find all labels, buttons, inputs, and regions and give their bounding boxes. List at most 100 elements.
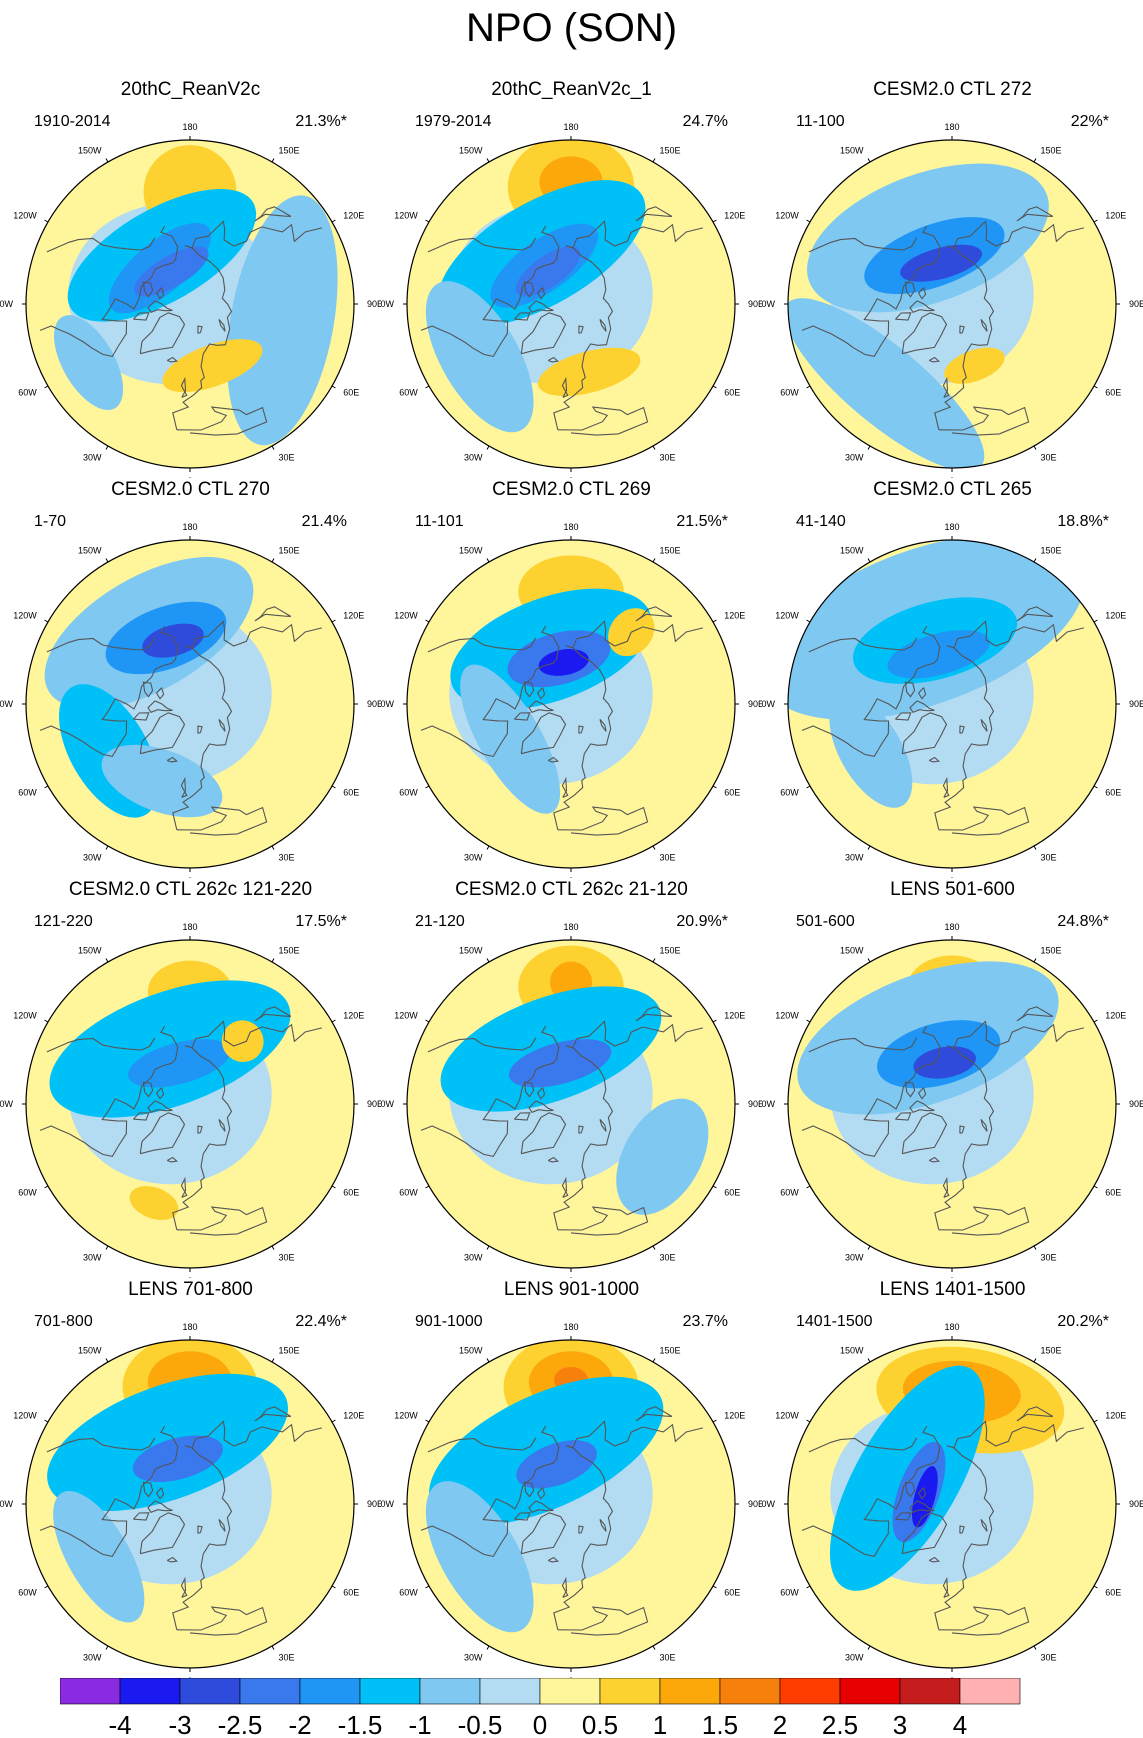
lon-label: 150E bbox=[279, 146, 300, 156]
coastline bbox=[536, 1487, 546, 1500]
colorbar-label: 1.5 bbox=[702, 1710, 738, 1738]
coastline bbox=[166, 1156, 179, 1163]
lon-tick bbox=[105, 158, 109, 163]
lon-label: 150W bbox=[459, 146, 483, 156]
map-field bbox=[788, 540, 1116, 868]
coastline bbox=[132, 712, 150, 721]
coastline bbox=[166, 756, 179, 763]
coastline bbox=[39, 1435, 179, 1558]
lon-tick bbox=[1093, 1419, 1098, 1423]
negative-anomaly bbox=[538, 649, 589, 676]
lon-tick bbox=[425, 219, 430, 223]
panel-period: 21-120 bbox=[415, 913, 465, 930]
lon-tick bbox=[712, 1585, 717, 1589]
panel-period: 701-800 bbox=[34, 1313, 93, 1330]
coastline bbox=[934, 245, 995, 430]
coastline bbox=[922, 225, 934, 237]
map-panel: LENS 1401-1500 1401-1500 20.2%* 180 150E 120E… bbox=[762, 1278, 1143, 1678]
lon-label: 60E bbox=[724, 1588, 740, 1598]
colorbar-segment bbox=[479, 1678, 541, 1705]
map-panel: LENS 701-800 701-800 22.4%* 180 150E 120E 90E 6… bbox=[0, 1278, 381, 1678]
lon-label: 30E bbox=[660, 452, 676, 462]
panel-title: LENS 901-1000 bbox=[503, 1279, 640, 1300]
lon-label: 90W bbox=[381, 1099, 394, 1109]
map-panel: 20thC_ReanV2c_1 1979-2014 24.7% 180 150E 120E… bbox=[381, 78, 762, 478]
map-field bbox=[26, 540, 354, 868]
lon-tick bbox=[271, 558, 275, 563]
coastline bbox=[528, 1100, 554, 1113]
coastline bbox=[528, 700, 554, 713]
panel-period: 501-600 bbox=[796, 913, 855, 930]
lon-label: 0 bbox=[568, 876, 573, 878]
lon-label: 120E bbox=[1105, 611, 1126, 621]
coastline bbox=[904, 1081, 916, 1098]
panel-title: CESM2.0 CTL 265 bbox=[873, 479, 1032, 500]
lon-tick bbox=[271, 1245, 275, 1250]
lon-tick bbox=[806, 1019, 811, 1023]
coastline bbox=[578, 1525, 584, 1534]
colorbar-label: -2.5 bbox=[218, 1710, 263, 1738]
coastline bbox=[180, 376, 188, 398]
coastline bbox=[197, 1125, 203, 1134]
coastline bbox=[808, 237, 918, 253]
coastline bbox=[147, 300, 173, 313]
colorbar-segment bbox=[599, 1678, 661, 1705]
panel-title: LENS 1401-1500 bbox=[879, 1279, 1026, 1300]
panel-period: 1979-2014 bbox=[415, 113, 492, 130]
coastline bbox=[909, 700, 935, 713]
lon-tick bbox=[425, 785, 430, 789]
map-field bbox=[788, 1340, 1116, 1668]
lon-label: 60E bbox=[724, 1188, 740, 1198]
lon-tick bbox=[652, 1645, 656, 1650]
lon-tick bbox=[271, 445, 275, 450]
lon-label: 180 bbox=[182, 922, 197, 932]
coastline bbox=[520, 712, 567, 755]
lon-tick bbox=[867, 845, 871, 850]
lon-label: 120E bbox=[724, 1411, 745, 1421]
coastline bbox=[46, 237, 156, 253]
lon-tick bbox=[806, 219, 811, 223]
lon-label: 0 bbox=[568, 1676, 573, 1678]
coastline bbox=[536, 687, 546, 700]
coastline bbox=[578, 325, 584, 334]
coastline bbox=[909, 1500, 935, 1513]
lon-label: 90W bbox=[381, 699, 394, 709]
coastline bbox=[547, 1156, 560, 1163]
lon-tick bbox=[652, 1245, 656, 1250]
coastline bbox=[922, 1025, 934, 1037]
coastline bbox=[557, 1206, 649, 1236]
lon-tick bbox=[44, 619, 49, 623]
coastline bbox=[922, 1425, 934, 1437]
coastline bbox=[160, 1025, 172, 1037]
coastline bbox=[142, 1481, 154, 1498]
panel-title: 20thC_ReanV2c bbox=[120, 79, 261, 100]
lon-label: 0 bbox=[949, 876, 954, 878]
coastline bbox=[808, 1037, 918, 1053]
coastline bbox=[980, 319, 988, 332]
lon-tick bbox=[425, 1019, 430, 1023]
lon-tick bbox=[105, 445, 109, 450]
lon-label: 0 bbox=[949, 1676, 954, 1678]
panel-variance: 20.2%* bbox=[1057, 1313, 1109, 1330]
lon-tick bbox=[105, 1358, 109, 1363]
lon-tick bbox=[712, 385, 717, 389]
lon-tick bbox=[867, 558, 871, 563]
coastline bbox=[904, 281, 916, 298]
panel-period: 121-220 bbox=[34, 913, 93, 930]
lon-tick bbox=[652, 845, 656, 850]
coastline bbox=[132, 1512, 150, 1521]
lon-label: 150E bbox=[279, 546, 300, 556]
coastline bbox=[528, 1500, 554, 1513]
coastline bbox=[808, 1437, 918, 1453]
coastline bbox=[139, 1112, 186, 1155]
map-field bbox=[26, 1340, 354, 1668]
coastline bbox=[909, 1100, 935, 1113]
polar-map: 180 150E 120E 90E 60E 30E 0 30W 60W 90W 120W 150W bbox=[762, 522, 1143, 878]
coastline bbox=[561, 1176, 569, 1198]
map-panel: CESM2.0 CTL 262c 121-220 121-220 17.5%* 180… bbox=[0, 878, 381, 1278]
coastline bbox=[801, 635, 941, 758]
colorbar-segment bbox=[60, 1678, 121, 1705]
coastline bbox=[894, 312, 912, 321]
negative-anomaly bbox=[911, 1466, 938, 1528]
lon-tick bbox=[806, 785, 811, 789]
